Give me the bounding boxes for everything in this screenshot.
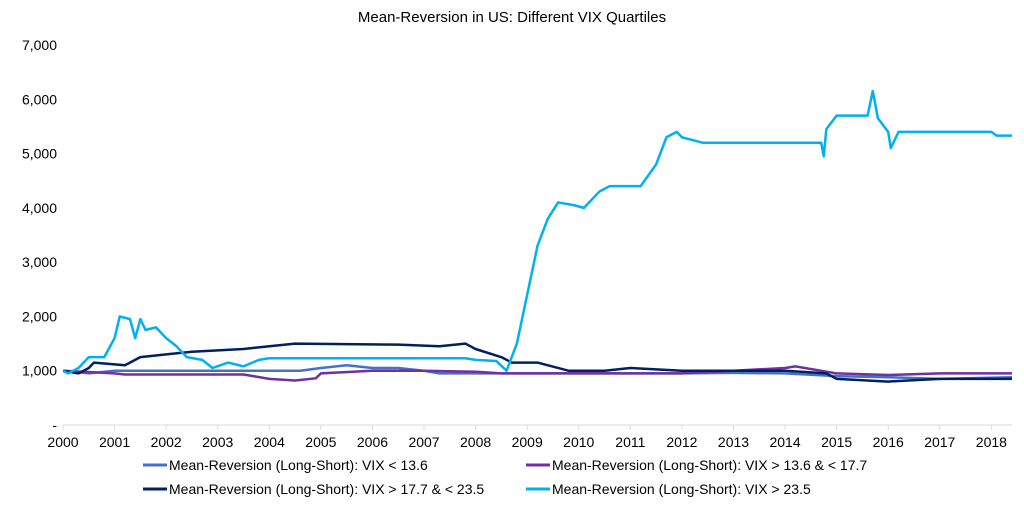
legend-label: Mean-Reversion (Long-Short): VIX > 13.6 … [552, 457, 867, 473]
y-tick-label: 1,000 [22, 363, 57, 379]
legend-label: Mean-Reversion (Long-Short): VIX > 17.7 … [169, 481, 484, 497]
series-line-0 [62, 364, 1013, 381]
x-tick-label: 2008 [460, 434, 491, 450]
legend-item: Mean-Reversion (Long-Short): VIX > 23.5 [526, 481, 811, 497]
y-tick-label: 3,000 [22, 254, 57, 270]
x-tick-label: 2012 [666, 434, 697, 450]
x-tick-label: 2007 [408, 434, 439, 450]
legend-item: Mean-Reversion (Long-Short): VIX > 13.6 … [526, 457, 867, 473]
y-tick-label: - [52, 417, 57, 433]
y-tick-label: 5,000 [22, 146, 57, 162]
series-line-1 [62, 365, 1012, 382]
x-tick-label: 2016 [873, 434, 904, 450]
x-tick-label: 2018 [976, 434, 1007, 450]
legend-item: Mean-Reversion (Long-Short): VIX < 13.6 [143, 457, 428, 473]
x-tick-label: 2009 [512, 434, 543, 450]
legend-label: Mean-Reversion (Long-Short): VIX < 13.6 [169, 457, 428, 473]
y-tick-label: 7,000 [22, 37, 57, 53]
x-tick-label: 2004 [254, 434, 285, 450]
x-tick-label: 2014 [769, 434, 800, 450]
x-tick-label: 2010 [563, 434, 594, 450]
x-tick-label: 2000 [47, 434, 78, 450]
legend-label: Mean-Reversion (Long-Short): VIX > 23.5 [552, 481, 811, 497]
x-tick-label: 2005 [305, 434, 336, 450]
chart-title: Mean-Reversion in US: Different VIX Quar… [358, 9, 666, 26]
x-tick-label: 2017 [924, 434, 955, 450]
x-tick-label: 2002 [151, 434, 182, 450]
y-tick-label: 6,000 [22, 91, 57, 107]
series-line-2 [62, 342, 1012, 383]
x-tick-label: 2003 [202, 434, 233, 450]
x-tick-label: 2013 [718, 434, 749, 450]
x-tick-label: 2001 [99, 434, 130, 450]
y-tick-label: 4,000 [22, 200, 57, 216]
series-line-3 [62, 89, 1012, 375]
x-tick-label: 2011 [615, 434, 645, 450]
x-tick-label: 2015 [821, 434, 852, 450]
y-tick-label: 2,000 [22, 308, 57, 324]
x-tick-label: 2006 [357, 434, 388, 450]
legend-item: Mean-Reversion (Long-Short): VIX > 17.7 … [143, 481, 484, 497]
